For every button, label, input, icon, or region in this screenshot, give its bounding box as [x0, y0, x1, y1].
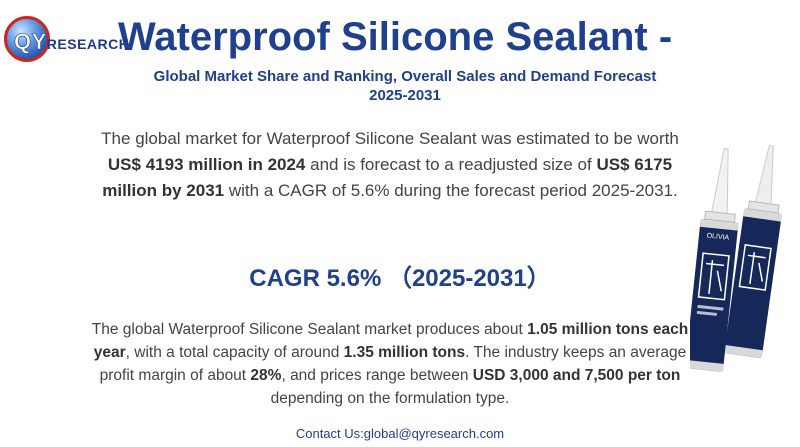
market-size-2024: US$ 4193 million in 2024 [107, 155, 306, 174]
tube-brand-label: OLIVIA [706, 232, 730, 241]
logo-research: RESEARCH [46, 36, 130, 52]
logo-wordmark: QYRESEARCH [14, 29, 129, 55]
production-paragraph: The global Waterproof Silicone Sealant m… [91, 321, 689, 407]
sealant-tubes-image: OLIVIA [690, 144, 782, 372]
sealant-tube-back [724, 144, 782, 359]
market-summary-paragraph: The global market for Waterproof Silicon… [101, 129, 679, 200]
market-size-2031: US$ 6175 million by 2031 [102, 155, 673, 200]
price-range: USD 3,000 and 7,500 per ton [472, 367, 681, 384]
annual-production: 1.05 million tons each year [93, 321, 689, 361]
qyresearch-logo: QYRESEARCH [2, 12, 129, 68]
cagr-heading: CAGR 5.6% （2025-2031） [249, 265, 551, 292]
total-capacity: 1.35 million tons [343, 344, 466, 361]
logo-qy: QY [14, 29, 47, 55]
sealant-tube-front: OLIVIA [690, 148, 739, 372]
page-subtitle: Global Market Share and Ranking, Overall… [153, 68, 657, 104]
globe-icon [4, 16, 50, 62]
contact-line[interactable]: Contact Us:global@qyresearch.com [295, 426, 505, 441]
page-title: Waterproof Silicone Sealant - [118, 15, 673, 59]
profit-margin: 28% [250, 367, 282, 384]
